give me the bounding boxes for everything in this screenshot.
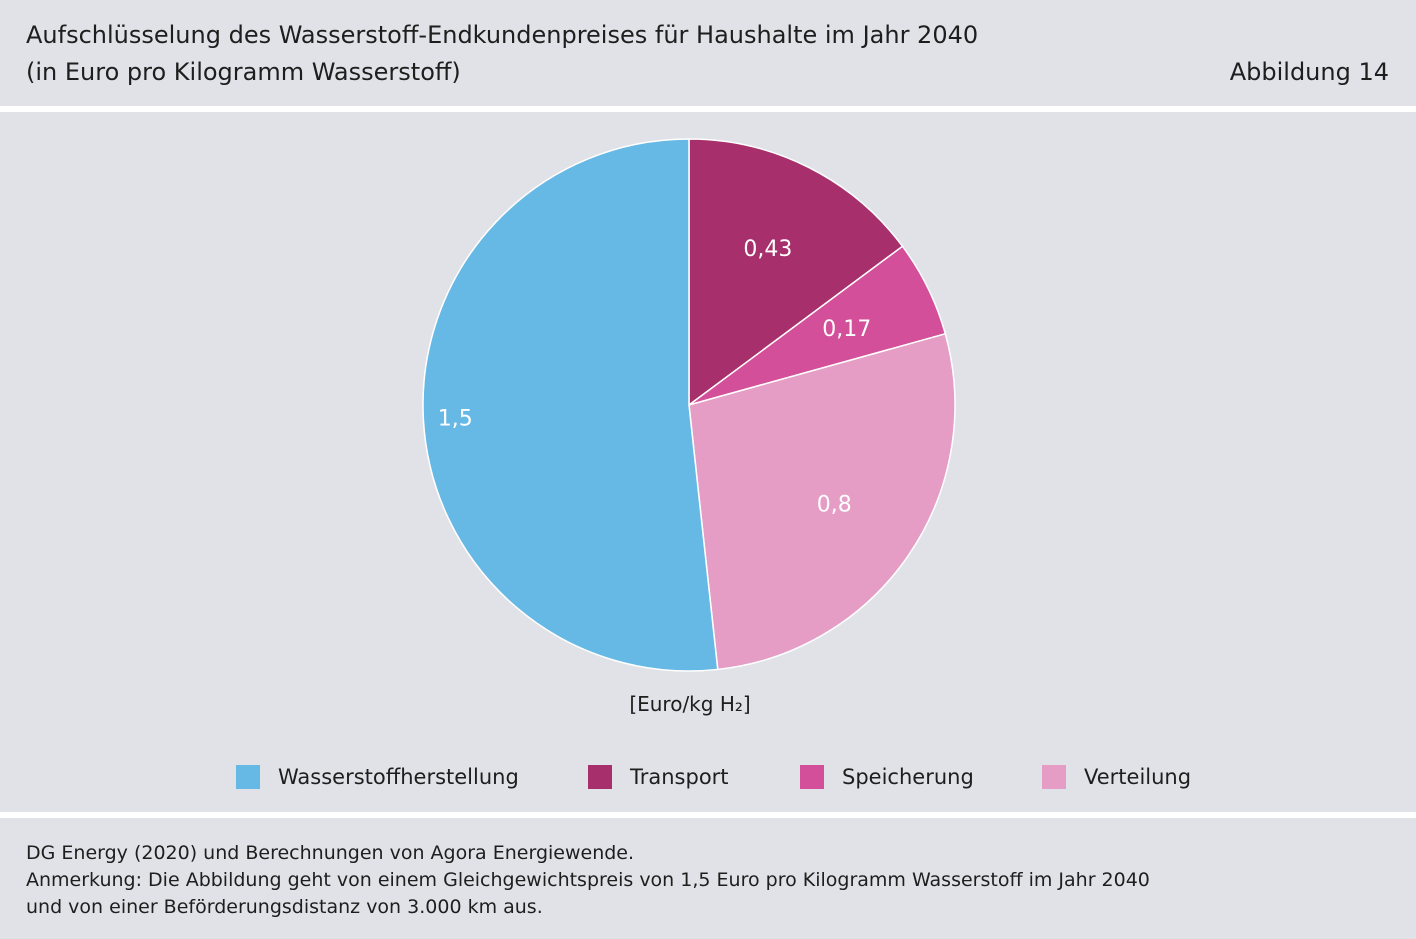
chart-title: Aufschlüsselung des Wasserstoff-Endkunde… (26, 21, 979, 49)
footer: DG Energy (2020) und Berechnungen von Ag… (26, 840, 1150, 921)
legend-item: Speicherung (800, 762, 974, 792)
legend-label: Wasserstoffherstellung (278, 765, 519, 789)
legend-item: Wasserstoffherstellung (236, 762, 519, 792)
pie-slice-wasserstoffherstellung (422, 138, 719, 672)
header-divider (0, 106, 1416, 112)
unit-label: [Euro/kg H₂] (629, 692, 751, 716)
chart-subtitle: (in Euro pro Kilogramm Wasserstoff) (26, 58, 461, 86)
legend-item: Transport (588, 762, 729, 792)
legend-swatch (800, 765, 824, 789)
pie-slice-verteilung (688, 332, 956, 671)
legend: Wasserstoffherstellung Transport Speicheru… (0, 762, 1416, 792)
slice-value-label: 1,5 (438, 407, 473, 432)
pie-slice-transport (688, 138, 904, 407)
chart-area: 0,43 0,17 0,8 1,5 [Euro/kg H₂] Wasserstoffh… (0, 112, 1416, 812)
legend-label: Speicherung (842, 765, 974, 789)
legend-item: Verteilung (1042, 762, 1191, 792)
slice-value-label: 0,8 (817, 493, 852, 518)
annotation-line-1: Anmerkung: Die Abbildung geht von einem … (26, 869, 1150, 891)
slice-value-label: 0,43 (743, 237, 792, 262)
annotation-line-2: und von einer Beförderungsdistanz von 3.… (26, 896, 543, 918)
legend-swatch (588, 765, 612, 789)
pie-chart: 0,43 0,17 0,8 1,5 (422, 138, 956, 672)
footer-divider (0, 812, 1416, 818)
figure-label: Abbildung 14 (1229, 58, 1389, 86)
chart-header: Aufschlüsselung des Wasserstoff-Endkunde… (0, 0, 1416, 108)
slice-value-label: 0,17 (822, 317, 871, 342)
legend-swatch (1042, 765, 1066, 789)
source-note: DG Energy (2020) und Berechnungen von Ag… (26, 842, 635, 864)
legend-label: Verteilung (1084, 765, 1192, 789)
legend-label: Transport (630, 765, 729, 789)
legend-swatch (236, 765, 260, 789)
